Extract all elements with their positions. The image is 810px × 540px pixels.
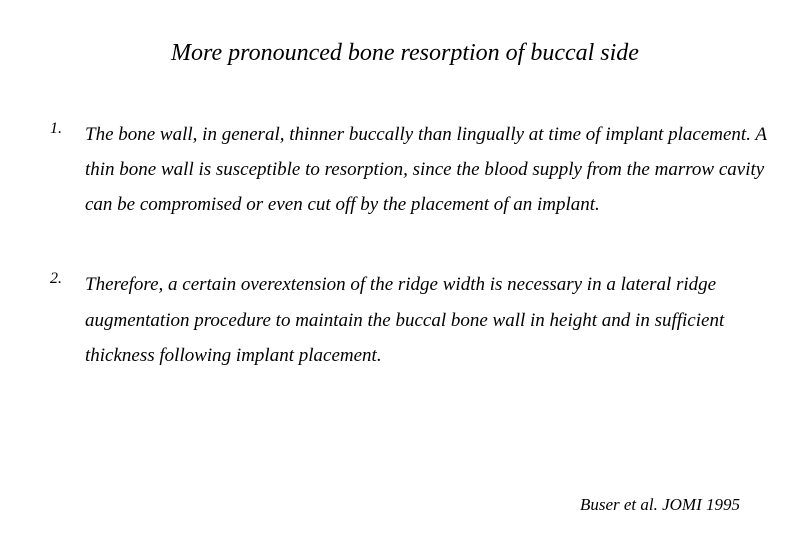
list-number: 1. [50, 117, 85, 138]
list-text: The bone wall, in general, thinner bucca… [85, 117, 770, 222]
list-text: Therefore, a certain overextension of th… [85, 267, 770, 372]
slide-title: More pronounced bone resorption of bucca… [40, 40, 770, 67]
citation-text: Buser et al. JOMI 1995 [580, 495, 740, 515]
list-number: 2. [50, 267, 85, 288]
list-item: 2. Therefore, a certain overextension of… [50, 267, 770, 372]
list-item: 1. The bone wall, in general, thinner bu… [50, 117, 770, 222]
slide-container: More pronounced bone resorption of bucca… [0, 0, 810, 540]
numbered-list: 1. The bone wall, in general, thinner bu… [40, 117, 770, 373]
